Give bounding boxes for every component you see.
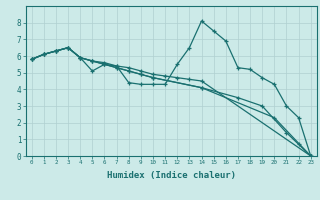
X-axis label: Humidex (Indice chaleur): Humidex (Indice chaleur)	[107, 171, 236, 180]
